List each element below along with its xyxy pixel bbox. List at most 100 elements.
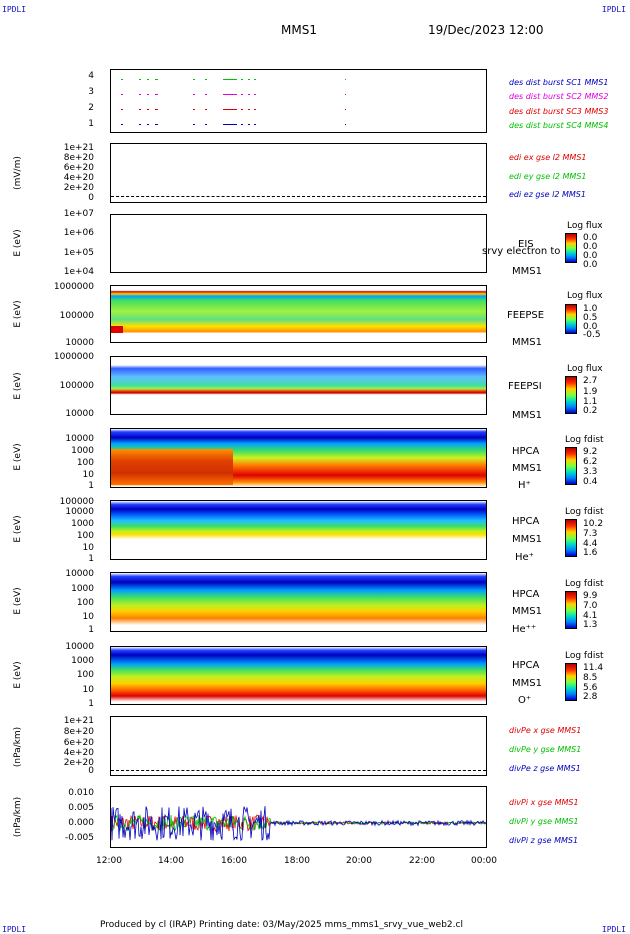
divpi-panel <box>110 786 487 848</box>
ylabel-heplusplus: E (eV) <box>13 587 23 615</box>
colorbar-title: Log fdist <box>565 435 604 445</box>
ylabel-eis: E (eV) <box>13 229 23 257</box>
ytick: 1 <box>88 625 94 635</box>
ytick: 8e+20 <box>63 727 94 737</box>
colorbar <box>565 519 577 557</box>
hpca-hplus-early-block <box>111 449 233 485</box>
ytick: 10000 <box>65 569 94 579</box>
ytick: 1e+05 <box>63 248 94 258</box>
ytick: 100 <box>76 531 94 541</box>
side-label-sc: MMS1 <box>512 534 542 545</box>
ytick: 1e+06 <box>63 228 94 238</box>
divpi-plot <box>110 806 487 842</box>
ytick: 10000 <box>65 409 94 419</box>
colorbar-title: Log flux <box>567 291 603 301</box>
burst-panel <box>110 69 487 133</box>
colorbar-title: Log fdist <box>565 579 604 589</box>
ytick: 100 <box>76 458 94 468</box>
plot-date: 19/Dec/2023 12:00 <box>428 23 544 37</box>
ytick: 10 <box>82 685 94 695</box>
colorbar-value: 7.3 <box>583 529 598 539</box>
colorbar <box>565 304 577 334</box>
colorbar-value: 11.4 <box>583 663 604 673</box>
ytick: 4e+20 <box>63 748 94 758</box>
colorbar-value: 1.0 <box>583 304 598 314</box>
edi-panel <box>110 143 487 203</box>
ytick: 1000000 <box>53 352 94 362</box>
colorbar-value: 4.4 <box>583 539 598 549</box>
colorbar-value: 1.6 <box>583 548 598 558</box>
colorbar-value: 0.0 <box>583 233 598 243</box>
colorbar-value: 2.7 <box>583 376 598 386</box>
side-label-species: O⁺ <box>518 695 532 706</box>
zero-line <box>111 770 486 771</box>
hpca-oplus-spectrogram <box>110 646 487 705</box>
ytick: 1e+21 <box>63 716 94 726</box>
colorbar-value: 1.9 <box>583 387 598 397</box>
side-label-instrument: HPCA <box>512 446 540 457</box>
colorbar-value: 0.2 <box>583 406 598 416</box>
side-label-instrument: FEEPSE <box>507 310 545 321</box>
ytick: 0.005 <box>68 803 94 813</box>
xtick: 00:00 <box>471 856 497 866</box>
ytick: 4 <box>88 71 94 81</box>
side-label-species: H⁺ <box>518 480 531 491</box>
divpe-panel <box>110 716 487 776</box>
colorbar-value: 5.6 <box>583 683 598 693</box>
side-label-species: He⁺ <box>515 552 534 563</box>
colorbar <box>565 233 577 263</box>
ytick: 1 <box>88 554 94 564</box>
ytick: 100000 <box>59 497 94 507</box>
legend-edi-x: edi ex gse l2 MMS1 <box>509 153 587 162</box>
legend-edi-z: edi ez gse l2 MMS1 <box>509 190 586 199</box>
ytick: 10 <box>82 543 94 553</box>
ytick: 1e+04 <box>63 267 94 277</box>
ylabel-feepsi: E (eV) <box>13 372 23 400</box>
legend-divpi-x: divPi x gse MMS1 <box>509 798 579 807</box>
legend-divpe-y: divPe y gse MMS1 <box>509 745 582 754</box>
ytick: 1e+07 <box>63 209 94 219</box>
ytick: 6e+20 <box>63 163 94 173</box>
colorbar-value: 0.5 <box>583 313 598 323</box>
colorbar-value: 2.8 <box>583 692 598 702</box>
hpca-heplusplus-spectrogram <box>110 572 487 632</box>
ytick: 1000 <box>71 519 94 529</box>
colorbar <box>565 376 577 414</box>
zero-line <box>111 196 486 197</box>
xtick: 22:00 <box>409 856 435 866</box>
ytick: 1000 <box>71 656 94 666</box>
ytick: 10000 <box>65 338 94 348</box>
colorbar-value: -0.5 <box>583 330 601 340</box>
overlay-text: srvy electron to <box>482 246 561 257</box>
ytick: 10000 <box>65 507 94 517</box>
xtick: 16:00 <box>221 856 247 866</box>
ytick: 10000 <box>65 434 94 444</box>
ytick: 4e+20 <box>63 173 94 183</box>
ytick: 1 <box>88 119 94 129</box>
colorbar-title: Log flux <box>567 364 603 374</box>
colorbar-title: Log fdist <box>565 507 604 517</box>
xtick: 18:00 <box>284 856 310 866</box>
xtick: 12:00 <box>96 856 122 866</box>
colorbar <box>565 591 577 629</box>
legend-sc2: des dist burst SC2 MMS2 <box>509 92 609 101</box>
ytick: 0 <box>88 193 94 203</box>
colorbar-value: 6.2 <box>583 457 598 467</box>
colorbar-value: 1.1 <box>583 397 598 407</box>
ylabel-hplus: E (eV) <box>13 443 23 471</box>
ytick: 10 <box>82 470 94 480</box>
side-label-instrument: HPCA <box>512 660 540 671</box>
ytick: 0.010 <box>68 788 94 798</box>
feepse-red-patch <box>111 326 123 333</box>
side-label-instrument: EIS <box>518 239 534 250</box>
ytick: -0.005 <box>64 833 94 843</box>
colorbar-value: 7.0 <box>583 601 598 611</box>
colorbar-value: 10.2 <box>583 519 604 529</box>
legend-edi-y: edi ey gse l2 MMS1 <box>509 172 587 181</box>
colorbar-value: 1.3 <box>583 620 598 630</box>
ytick: 6e+20 <box>63 738 94 748</box>
colorbar <box>565 663 577 701</box>
xtick: 20:00 <box>346 856 372 866</box>
hpca-hplus-spectrogram <box>110 428 487 488</box>
side-label-instrument: HPCA <box>512 516 540 527</box>
